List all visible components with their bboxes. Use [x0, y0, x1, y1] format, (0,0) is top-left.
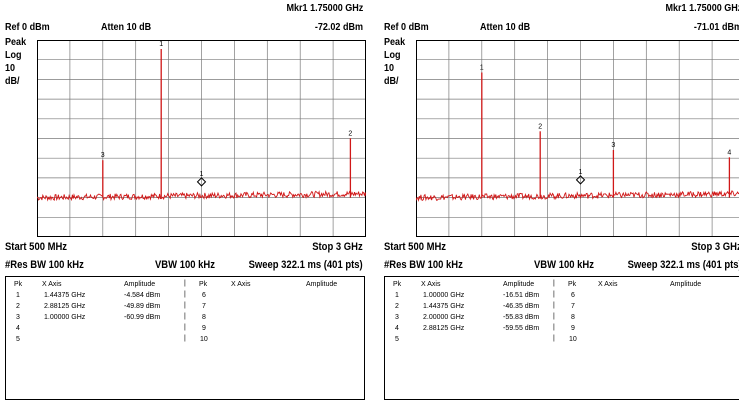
- sweep-time: Sweep 322.1 ms (401 pts): [248, 259, 363, 271]
- peak-4-label: 4: [727, 149, 731, 156]
- plot-frame: [37, 40, 366, 237]
- resolution-bandwidth: #Res BW 100 kHz: [5, 259, 84, 271]
- spectrum-plot: 1 2 3 1: [37, 40, 366, 237]
- peak-table: Pk X Axis Amplitude | Pk X Axis Amplitud…: [384, 276, 739, 400]
- stop-frequency: Stop 3 GHz: [312, 241, 363, 253]
- noise-trace: [416, 190, 739, 203]
- marker-amplitude: -71.01 dBm: [693, 21, 739, 33]
- plot-frame: [416, 40, 739, 237]
- marker-1-label: 1: [200, 171, 204, 178]
- attenuation: Atten 10 dB: [480, 21, 531, 33]
- ref-level: Ref 0 dBm: [384, 21, 429, 33]
- attenuation: Atten 10 dB: [101, 21, 152, 33]
- marker-1-label: 1: [579, 169, 583, 176]
- marker-amplitude: -72.02 dBm: [314, 21, 363, 33]
- col-header-pk: Pk: [393, 281, 402, 288]
- graticule: [416, 40, 739, 237]
- ref-level: Ref 0 dBm: [5, 21, 50, 33]
- video-bandwidth: VBW 100 kHz: [155, 259, 215, 271]
- marker-1-diamond: [575, 175, 586, 185]
- peak-1-label: 1: [159, 41, 163, 48]
- col-header-amplitude-right: Amplitude: [670, 281, 702, 288]
- marker-readout: Mkr1 1.75000 GHz: [665, 2, 739, 14]
- col-header-x-axis: X Axis: [42, 281, 62, 288]
- peak-3-label: 3: [101, 152, 105, 159]
- col-header-x-axis: X Axis: [421, 281, 441, 288]
- col-header-amplitude: Amplitude: [503, 281, 535, 288]
- col-header-pk-right: Pk: [199, 281, 208, 288]
- peak-table: Pk X Axis Amplitude | Pk X Axis Amplitud…: [5, 276, 365, 400]
- col-header-pk-right: Pk: [568, 281, 577, 288]
- scale-label: Peak Log 10 dB/: [5, 36, 27, 87]
- marker-readout: Mkr1 1.75000 GHz: [286, 2, 363, 14]
- col-header-pk: Pk: [14, 281, 23, 288]
- start-frequency: Start 500 MHz: [384, 241, 447, 253]
- peak-2-label: 2: [538, 123, 542, 130]
- analyzer-panel-left: Mkr1 1.75000 GHz Ref 0 dBm Atten 10 dB -…: [5, 0, 366, 400]
- spectrum-plot: 1 2 3 4 1: [416, 40, 739, 237]
- peak-3-label: 3: [611, 142, 615, 149]
- analyzer-panel-right: Mkr1 1.75000 GHz Ref 0 dBm Atten 10 dB -…: [384, 0, 739, 400]
- video-bandwidth: VBW 100 kHz: [534, 259, 594, 271]
- col-header-amplitude: Amplitude: [124, 281, 156, 288]
- marker-1-diamond: [196, 177, 207, 187]
- resolution-bandwidth: #Res BW 100 kHz: [384, 259, 463, 271]
- col-header-amplitude-right: Amplitude: [306, 281, 338, 288]
- peak-1-label: 1: [480, 65, 484, 72]
- noise-trace: [37, 189, 366, 202]
- stop-frequency: Stop 3 GHz: [691, 241, 739, 253]
- col-header-x-axis-right: X Axis: [598, 281, 618, 288]
- sweep-time: Sweep 322.1 ms (401 pts): [627, 259, 739, 271]
- start-frequency: Start 500 MHz: [5, 241, 68, 253]
- graticule: [37, 40, 366, 237]
- peak-2-label: 2: [348, 130, 352, 137]
- scale-label: Peak Log 10 dB/: [384, 36, 406, 87]
- col-header-x-axis-right: X Axis: [231, 281, 251, 288]
